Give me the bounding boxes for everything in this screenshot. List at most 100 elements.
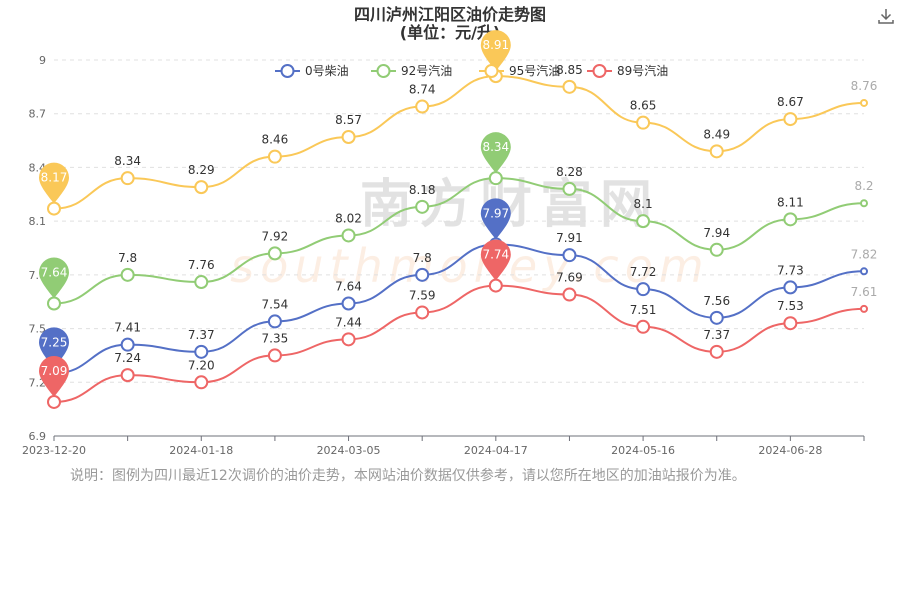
legend-item[interactable]: 95号汽油	[479, 63, 560, 78]
data-point	[341, 332, 356, 347]
data-label: 7.69	[556, 271, 583, 285]
y-tick-label: 8.7	[29, 108, 47, 121]
data-point	[120, 267, 135, 282]
watermark-cn: 南方财富网	[360, 175, 660, 235]
pins: 7.25 7.97 7.64 8.34 8.17 8.91 7.09 7.74	[39, 30, 511, 397]
data-label: 8.57	[335, 113, 362, 127]
pin-label: 7.25	[41, 335, 68, 349]
data-point	[120, 171, 135, 186]
data-label: 7.8	[118, 251, 137, 265]
data-label: 7.41	[114, 321, 141, 335]
data-label: 7.61	[851, 285, 878, 299]
data-point	[860, 98, 868, 107]
pin-shape	[480, 198, 511, 240]
data-label: 8.28	[556, 165, 583, 179]
legend-marker	[376, 64, 391, 78]
data-point	[194, 375, 209, 390]
data-point	[562, 181, 577, 196]
pin-marker: 7.97	[480, 198, 511, 240]
data-point	[194, 275, 209, 290]
data-point	[267, 348, 282, 363]
data-label: 7.20	[188, 358, 215, 372]
data-point	[783, 280, 798, 295]
legend-label: 89号汽油	[617, 63, 668, 78]
data-point	[341, 129, 356, 144]
data-label: 7.72	[630, 265, 657, 279]
pin-marker: 8.91	[480, 30, 511, 72]
data-point	[267, 149, 282, 164]
data-label: 8.2	[854, 179, 873, 193]
legend-item[interactable]: 92号汽油	[371, 63, 452, 78]
series-line	[53, 284, 865, 403]
data-label: 8.74	[409, 83, 436, 97]
data-label: 7.37	[188, 328, 215, 342]
pin-label: 7.09	[41, 364, 68, 378]
x-tick-label: 2024-06-28	[758, 444, 822, 457]
x-axis: 2023-12-20 2024-01-18 2024-03-05 2024-04-17…	[22, 435, 865, 457]
x-tick-label: 2024-01-18	[169, 444, 233, 457]
data-point	[415, 99, 430, 114]
x-tick-label: 2024-04-17	[464, 444, 528, 457]
data-label: 7.73	[777, 263, 804, 277]
data-point	[415, 267, 430, 282]
data-label: 8.85	[556, 63, 583, 77]
pin-shape	[39, 257, 69, 299]
data-label: 7.92	[262, 229, 289, 243]
data-label: 7.82	[851, 247, 878, 261]
data-point	[860, 267, 868, 276]
data-label: 7.64	[335, 280, 362, 294]
data-label: 8.1	[634, 197, 653, 211]
data-point	[709, 310, 724, 325]
x-tick-label: 2024-03-05	[317, 444, 381, 457]
data-point	[47, 296, 61, 311]
data-point	[636, 319, 651, 334]
data-point	[488, 171, 503, 186]
chart-subtitle: (单位：元/升)	[400, 23, 500, 42]
legend-item[interactable]: 0号柴油	[275, 64, 349, 78]
pin-label: 8.91	[482, 38, 509, 52]
value-labels: 7.41 7.37 7.54 7.64 7.8 7.91 7.72 7.56 7.73 7.82 7…	[114, 63, 877, 372]
pin-label: 7.97	[482, 206, 509, 220]
legend-marker	[592, 64, 607, 78]
legend-label: 0号柴油	[305, 64, 349, 78]
data-label: 7.37	[703, 328, 730, 342]
data-point	[860, 199, 868, 208]
data-point	[488, 278, 503, 293]
data-point	[194, 344, 209, 359]
data-label: 7.54	[262, 297, 289, 311]
pin-marker: 7.74	[480, 239, 511, 281]
data-label: 8.65	[630, 99, 657, 113]
pin-marker: 8.34	[480, 132, 511, 174]
legend-marker	[280, 64, 295, 78]
pin-label: 8.34	[482, 140, 509, 154]
pin-label: 7.74	[482, 248, 509, 262]
legend[interactable]: 0号柴油 92号汽油 95号汽油 89号汽油	[275, 63, 668, 78]
data-label: 8.67	[777, 95, 804, 109]
data-point	[341, 296, 356, 311]
data-label: 8.34	[114, 154, 141, 168]
data-point	[415, 199, 430, 214]
data-point	[194, 180, 209, 195]
data-point	[562, 287, 577, 302]
watermark-en: southmoney.com	[230, 239, 709, 293]
chart-title: 四川泸州江阳区油价走势图	[354, 5, 546, 24]
y-tick-label: 9	[39, 54, 46, 67]
legend-marker	[484, 64, 499, 78]
data-point	[783, 112, 798, 127]
data-point	[47, 201, 61, 216]
download-icon[interactable]	[876, 6, 896, 26]
pin-shape	[39, 162, 69, 204]
data-point	[562, 79, 577, 94]
footnote: 说明：图例为四川最近12次调价的油价走势，本网站油价数据仅供参考，请以您所在地区…	[70, 468, 746, 484]
data-point	[636, 214, 651, 229]
pin-marker: 7.09	[39, 355, 69, 397]
legend-label: 95号汽油	[509, 63, 560, 78]
data-label: 8.02	[335, 211, 362, 225]
legend-item[interactable]: 89号汽油	[587, 63, 668, 78]
data-point	[562, 248, 577, 263]
data-label: 8.11	[777, 195, 804, 209]
data-label: 7.59	[409, 288, 436, 302]
data-point	[783, 316, 798, 331]
data-point	[267, 314, 282, 329]
